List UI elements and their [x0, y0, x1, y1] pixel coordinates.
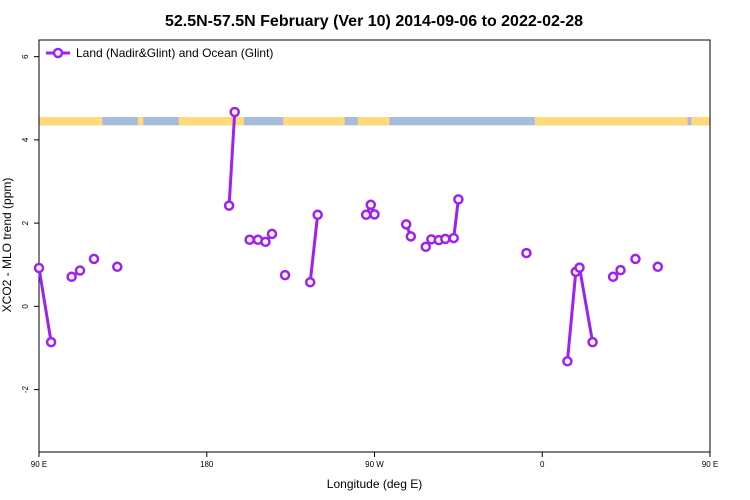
y-tick-label: 6 [21, 54, 30, 59]
legend-marker [52, 47, 64, 59]
land-segment [137, 116, 144, 126]
data-point [112, 261, 123, 273]
data-point [279, 269, 291, 281]
data-point [440, 233, 451, 245]
series-group [33, 106, 664, 367]
y-axis: -2 0 2 4 6 [21, 54, 39, 393]
land-segment [691, 116, 710, 126]
land-segment [283, 116, 345, 126]
y-tick-label: 4 [21, 137, 30, 142]
series-line [308, 214, 320, 283]
data-point [45, 336, 57, 348]
data-point [260, 236, 271, 248]
data-point [223, 200, 235, 211]
data-point [652, 261, 664, 273]
data-point [607, 271, 619, 283]
y-axis-label: XCO2 - MLO trend (ppm) [0, 178, 14, 313]
x-tick-label: 180 [200, 460, 214, 469]
x-tick-label: 0 [540, 460, 545, 469]
chart-title: 52.5N-57.5N February (Ver 10) 2014-09-06… [165, 13, 583, 30]
data-point [405, 231, 417, 242]
x-axis: 90 E 180 90 W 0 90 E [31, 452, 718, 469]
data-point [521, 247, 532, 259]
land-segment [178, 116, 245, 126]
data-point [615, 264, 626, 276]
data-point [304, 276, 316, 288]
legend: Land (Nadir&Glint) and Ocean (Glint) [46, 46, 273, 60]
data-point [365, 199, 377, 211]
x-tick-label: 90 E [31, 460, 47, 469]
data-point [420, 241, 432, 253]
legend-label: Land (Nadir&Glint) and Ocean (Glint) [76, 46, 273, 60]
land-segment [357, 116, 390, 126]
series-line [227, 111, 237, 206]
data-point [266, 228, 278, 240]
x-tick-label: 90 W [365, 460, 384, 469]
data-point [229, 106, 240, 118]
data-point [88, 253, 100, 265]
data-point [630, 253, 641, 265]
data-point [33, 262, 45, 274]
data-point [453, 194, 464, 205]
land-segment [39, 116, 103, 126]
land-segment [534, 116, 688, 126]
data-point [448, 232, 459, 244]
y-tick-label: -2 [21, 385, 30, 393]
data-point [574, 262, 585, 273]
x-axis-label: Longitude (deg E) [327, 477, 422, 491]
y-tick-label: 2 [21, 220, 30, 225]
data-point [312, 209, 323, 221]
plot-frame [38, 39, 711, 453]
x-tick-label: 90 E [702, 460, 718, 469]
y-tick-label: 0 [21, 304, 30, 309]
data-point [400, 219, 412, 230]
series-line [37, 267, 53, 343]
series-line [565, 266, 595, 362]
data-point [74, 265, 86, 276]
data-point [360, 209, 372, 221]
data-point [369, 209, 380, 220]
data-point [587, 336, 598, 348]
data-point [562, 356, 573, 367]
data-point [244, 234, 255, 246]
land-ocean-strip [39, 116, 710, 126]
data-point [66, 271, 77, 283]
